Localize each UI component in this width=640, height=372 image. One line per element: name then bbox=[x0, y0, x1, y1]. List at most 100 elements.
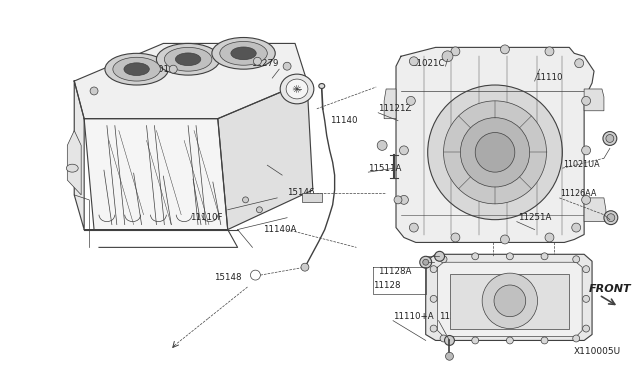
Polygon shape bbox=[384, 89, 396, 119]
Ellipse shape bbox=[280, 74, 314, 104]
Circle shape bbox=[472, 337, 479, 344]
Text: FRONT: FRONT bbox=[589, 284, 632, 294]
Circle shape bbox=[283, 62, 291, 70]
Ellipse shape bbox=[164, 47, 212, 71]
Circle shape bbox=[451, 233, 460, 242]
Text: 11128A: 11128A bbox=[378, 267, 412, 276]
Polygon shape bbox=[396, 47, 594, 243]
Text: 11121Z: 11121Z bbox=[378, 104, 412, 113]
Circle shape bbox=[573, 256, 580, 263]
Circle shape bbox=[394, 196, 402, 204]
Circle shape bbox=[582, 325, 589, 332]
Text: 11010: 11010 bbox=[147, 65, 174, 74]
Circle shape bbox=[472, 253, 479, 260]
Circle shape bbox=[243, 197, 248, 203]
Circle shape bbox=[582, 146, 591, 155]
Text: 11021UA: 11021UA bbox=[563, 160, 600, 169]
Circle shape bbox=[90, 87, 98, 95]
Circle shape bbox=[301, 263, 309, 271]
Circle shape bbox=[545, 233, 554, 242]
Text: 11511AA: 11511AA bbox=[438, 312, 478, 321]
Circle shape bbox=[604, 211, 618, 225]
Ellipse shape bbox=[124, 63, 149, 76]
Text: 11021C: 11021C bbox=[411, 59, 444, 68]
Text: 11110F: 11110F bbox=[190, 213, 223, 222]
Circle shape bbox=[423, 259, 429, 265]
Text: 11251A: 11251A bbox=[518, 213, 551, 222]
Circle shape bbox=[440, 335, 447, 342]
Circle shape bbox=[410, 57, 419, 66]
Circle shape bbox=[607, 214, 615, 222]
Circle shape bbox=[582, 266, 589, 273]
Polygon shape bbox=[426, 254, 592, 340]
Circle shape bbox=[541, 253, 548, 260]
Text: 15148: 15148 bbox=[214, 273, 241, 282]
Circle shape bbox=[420, 256, 431, 268]
Polygon shape bbox=[67, 131, 81, 195]
Circle shape bbox=[572, 223, 580, 232]
Circle shape bbox=[582, 295, 589, 302]
Circle shape bbox=[399, 195, 408, 204]
Circle shape bbox=[476, 132, 515, 172]
Circle shape bbox=[442, 51, 453, 62]
Polygon shape bbox=[451, 274, 569, 328]
Circle shape bbox=[506, 253, 513, 260]
Polygon shape bbox=[584, 89, 604, 111]
Circle shape bbox=[573, 335, 580, 342]
Text: 15146: 15146 bbox=[287, 189, 315, 198]
Circle shape bbox=[545, 47, 554, 56]
Circle shape bbox=[603, 132, 617, 145]
Ellipse shape bbox=[231, 47, 256, 60]
Polygon shape bbox=[584, 198, 606, 222]
Text: 11110: 11110 bbox=[534, 73, 562, 81]
Text: 12279: 12279 bbox=[252, 59, 279, 68]
Text: 11128: 11128 bbox=[373, 282, 401, 291]
Circle shape bbox=[440, 256, 447, 263]
Circle shape bbox=[428, 85, 563, 219]
Circle shape bbox=[430, 266, 437, 273]
Polygon shape bbox=[84, 119, 228, 230]
Text: 11511A: 11511A bbox=[368, 164, 402, 173]
Circle shape bbox=[460, 118, 530, 187]
Ellipse shape bbox=[286, 79, 308, 99]
Ellipse shape bbox=[212, 38, 275, 69]
Circle shape bbox=[445, 352, 453, 360]
Circle shape bbox=[399, 146, 408, 155]
Circle shape bbox=[500, 45, 509, 54]
Circle shape bbox=[430, 325, 437, 332]
Circle shape bbox=[377, 141, 387, 150]
Polygon shape bbox=[438, 262, 582, 337]
Text: 11126AA: 11126AA bbox=[561, 189, 596, 198]
Circle shape bbox=[494, 285, 525, 317]
Circle shape bbox=[541, 337, 548, 344]
Ellipse shape bbox=[175, 53, 201, 65]
Circle shape bbox=[575, 59, 584, 68]
Ellipse shape bbox=[319, 84, 324, 89]
Text: 11140A: 11140A bbox=[263, 225, 297, 234]
Circle shape bbox=[257, 207, 262, 213]
Ellipse shape bbox=[156, 44, 220, 75]
Circle shape bbox=[406, 96, 415, 105]
Circle shape bbox=[606, 135, 614, 142]
Circle shape bbox=[582, 96, 591, 105]
Text: 11140: 11140 bbox=[330, 116, 357, 125]
Circle shape bbox=[435, 251, 445, 261]
Circle shape bbox=[430, 295, 437, 302]
Circle shape bbox=[500, 235, 509, 244]
Ellipse shape bbox=[113, 57, 161, 81]
Circle shape bbox=[445, 336, 454, 345]
Circle shape bbox=[506, 337, 513, 344]
Ellipse shape bbox=[67, 164, 78, 172]
Ellipse shape bbox=[220, 41, 268, 65]
Circle shape bbox=[582, 195, 591, 204]
Polygon shape bbox=[302, 193, 322, 202]
Text: X110005U: X110005U bbox=[573, 347, 621, 356]
Polygon shape bbox=[218, 81, 313, 230]
Circle shape bbox=[444, 101, 547, 204]
Circle shape bbox=[451, 47, 460, 56]
Text: 11110+A: 11110+A bbox=[393, 312, 434, 321]
Circle shape bbox=[253, 57, 261, 65]
Circle shape bbox=[410, 223, 419, 232]
Circle shape bbox=[170, 65, 177, 73]
Circle shape bbox=[482, 273, 538, 328]
